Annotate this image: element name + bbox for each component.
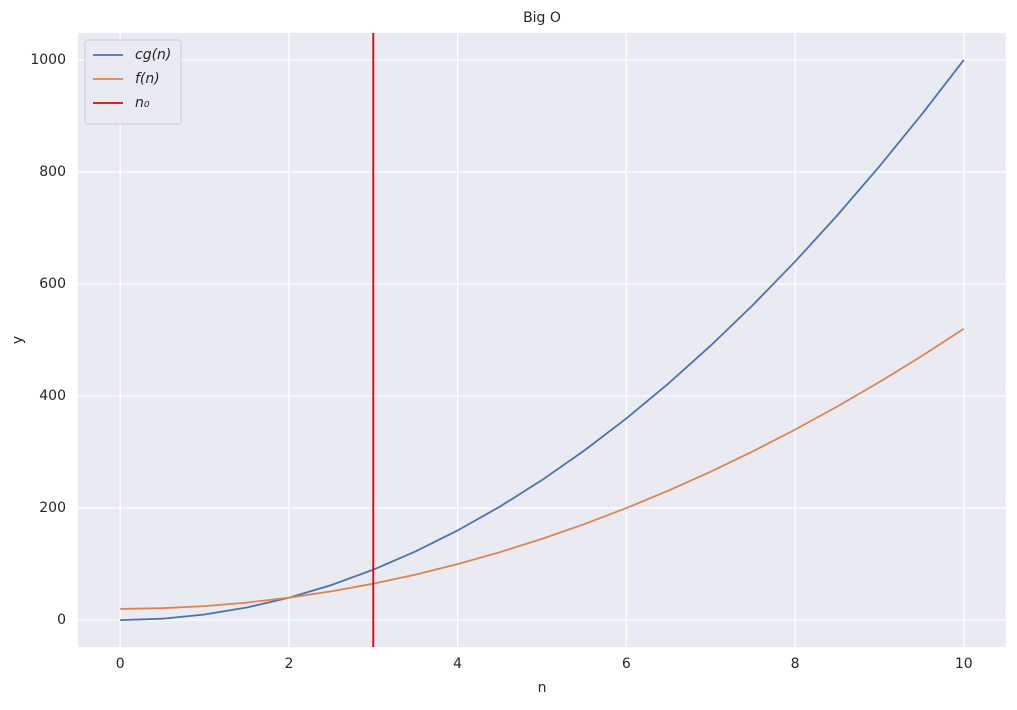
y-axis-label: y: [10, 336, 26, 344]
y-tick-label: 600: [39, 276, 66, 292]
y-tick-label: 800: [39, 164, 66, 180]
x-tick-label: 4: [453, 656, 462, 672]
x-tick-label: 10: [955, 656, 973, 672]
y-tick-label: 0: [57, 612, 66, 628]
x-tick-label: 6: [622, 656, 631, 672]
y-tick-label: 1000: [30, 52, 66, 68]
legend-text: cg(n): [135, 47, 171, 63]
chart-title: Big O: [523, 10, 561, 26]
series-line: [120, 59, 965, 622]
series-line: [120, 328, 965, 610]
x-tick-label: 0: [116, 656, 125, 672]
plot-area: [78, 33, 1006, 647]
x-tick-label: 8: [791, 656, 800, 672]
y-tick-label: 200: [39, 500, 66, 516]
x-axis-label: n: [538, 680, 547, 696]
legend-text: f(n): [135, 71, 160, 87]
legend-text: n₀: [135, 95, 150, 111]
y-tick-label: 400: [39, 388, 66, 404]
x-tick-label: 2: [284, 656, 293, 672]
